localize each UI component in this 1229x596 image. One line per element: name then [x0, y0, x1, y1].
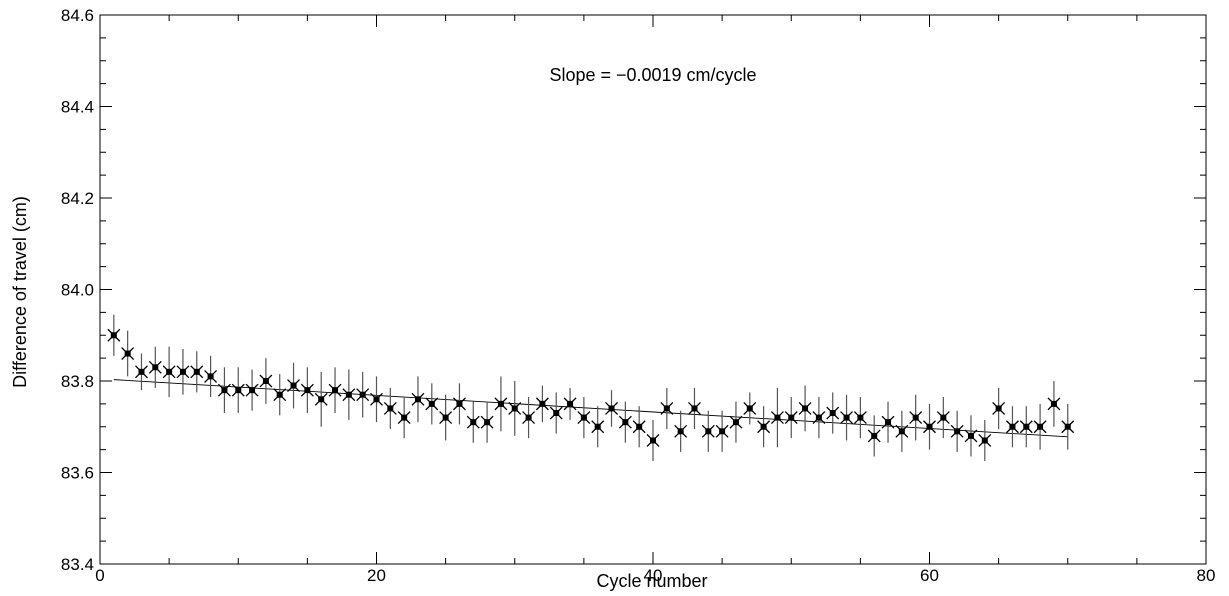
data-point	[1061, 420, 1075, 434]
data-point	[812, 411, 826, 425]
data-point	[480, 415, 494, 429]
data-point	[840, 411, 854, 425]
data-point	[701, 424, 715, 438]
data-point	[162, 365, 176, 379]
data-point	[577, 411, 591, 425]
x-tick-label: 0	[95, 566, 104, 585]
data-point	[992, 401, 1006, 415]
data-point	[245, 383, 259, 397]
x-tick-label: 60	[920, 566, 939, 585]
data-point	[1047, 397, 1061, 411]
data-point	[591, 420, 605, 434]
data-point	[383, 401, 397, 415]
data-point	[978, 434, 992, 447]
slope-annotation: Slope = −0.0019 cm/cycle	[549, 65, 756, 85]
y-axis-label: Difference of travel (cm)	[10, 196, 30, 388]
data-point	[356, 388, 370, 402]
data-point	[1019, 420, 1033, 434]
data-point	[176, 365, 190, 379]
data-point	[646, 434, 660, 447]
data-point	[688, 401, 701, 415]
data-point	[674, 424, 688, 438]
x-axis-label: Cycle number	[596, 571, 707, 591]
x-tick-label: 20	[367, 566, 386, 585]
y-tick-label: 84.6	[61, 6, 94, 25]
data-point	[452, 397, 466, 411]
data-point	[107, 328, 121, 342]
plot-frame	[99, 14, 1207, 565]
data-point	[618, 415, 632, 429]
y-tick-label: 83.4	[61, 555, 94, 574]
data-point	[439, 411, 453, 425]
data-point	[508, 401, 522, 415]
data-point	[826, 406, 840, 420]
data-point	[370, 392, 383, 406]
data-point	[231, 383, 245, 397]
data-point	[923, 420, 936, 434]
data-point	[328, 383, 342, 397]
data-point	[936, 411, 950, 425]
data-point	[425, 397, 439, 411]
data-point	[729, 415, 743, 429]
x-tick-label: 80	[1197, 566, 1216, 585]
data-point	[314, 392, 328, 406]
data-point	[909, 411, 923, 425]
data-point	[853, 411, 867, 425]
data-point	[950, 424, 964, 438]
data-point	[300, 383, 314, 397]
data-point	[1033, 420, 1047, 434]
y-tick-label: 84.2	[61, 189, 94, 208]
data-point	[204, 369, 218, 383]
data-point	[770, 411, 784, 425]
y-tick-label: 83.6	[61, 464, 94, 483]
data-point	[757, 420, 771, 434]
data-point	[632, 420, 646, 434]
data-point	[259, 374, 273, 388]
data-point	[287, 379, 301, 393]
data-point	[397, 411, 411, 425]
data-point	[148, 360, 162, 374]
data-point	[1005, 420, 1019, 434]
data-point	[342, 388, 356, 402]
x-tick-label: 40	[644, 566, 663, 585]
data-point	[867, 429, 881, 443]
data-point	[135, 365, 148, 379]
data-point	[798, 401, 812, 415]
fit-line	[113, 379, 1068, 438]
data-point	[522, 411, 536, 425]
data-point	[121, 347, 135, 361]
data-point	[715, 424, 729, 438]
data-point	[964, 429, 978, 443]
data-point	[190, 365, 204, 379]
data-point	[273, 388, 287, 402]
data-point	[881, 415, 895, 429]
data-point	[217, 383, 231, 397]
y-tick-label: 84.4	[61, 98, 94, 117]
data-point	[549, 406, 563, 420]
y-tick-label: 84.0	[61, 281, 94, 300]
data-point	[411, 392, 425, 406]
data-point	[784, 411, 798, 425]
data-point	[466, 415, 480, 429]
data-point	[494, 397, 508, 411]
data-point	[563, 397, 577, 411]
y-tick-label: 83.8	[61, 372, 94, 391]
data-point	[743, 401, 757, 415]
data-point	[535, 397, 549, 411]
data-point	[895, 424, 909, 438]
data-point	[660, 401, 674, 415]
data-point	[605, 401, 618, 415]
